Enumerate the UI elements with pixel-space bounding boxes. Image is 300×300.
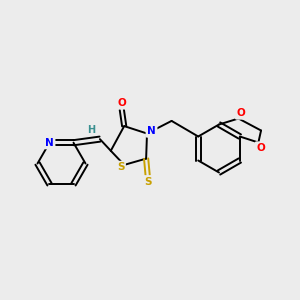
Text: S: S [144,177,152,187]
Text: N: N [45,138,54,148]
Text: H: H [87,124,96,134]
Text: O: O [236,108,245,118]
Text: O: O [117,98,126,108]
Text: S: S [117,162,124,172]
Text: O: O [256,143,265,153]
Text: N: N [147,126,156,136]
